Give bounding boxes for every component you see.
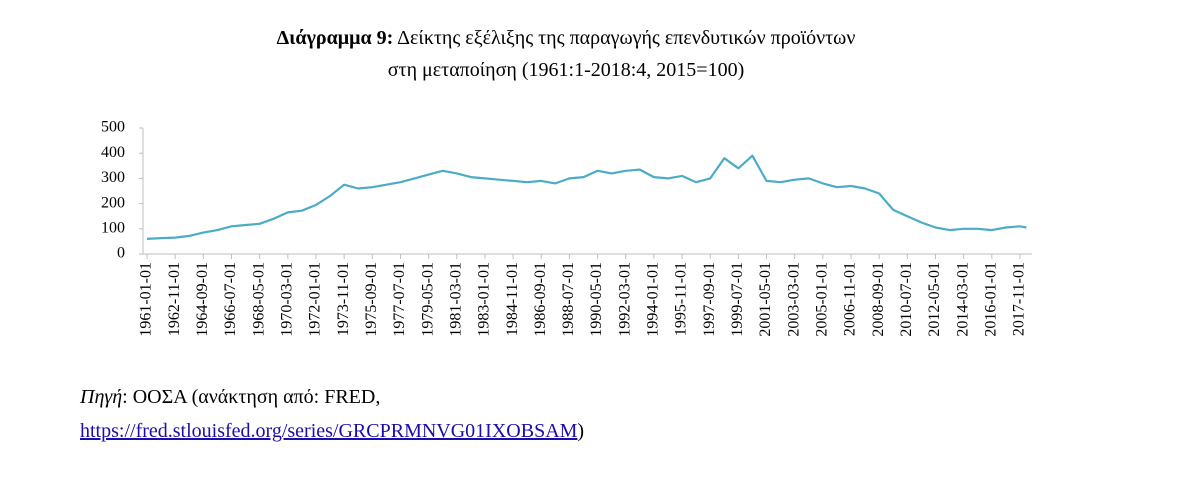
source-text: : ΟΟΣΑ (ανάκτηση από: FRED, (122, 386, 381, 408)
source-tail: ) (577, 420, 585, 442)
y-tick-label: 200 (101, 194, 125, 211)
x-tick-label: 1986-09-01 (532, 262, 549, 337)
x-tick-label: 1972-01-01 (307, 262, 324, 337)
x-tick-label: 2012-05-01 (926, 262, 943, 337)
title-line: στη μεταποίηση (1961:1-2018:4, 2015=100) (387, 59, 745, 81)
y-tick-label: 100 (101, 219, 125, 236)
source-label: Πηγή (80, 386, 123, 408)
x-tick-label: 2006-11-01 (842, 262, 859, 336)
x-tick-label: 2017-11-01 (1011, 262, 1028, 336)
chart-title: Διάγραμμα 9: Δείκτης εξέλιξης της παραγω… (0, 22, 1132, 86)
x-tick-label: 1977-07-01 (391, 262, 408, 337)
title-line: Δείκτης εξέλιξης της παραγωγής επενδυτικ… (397, 27, 856, 49)
source: Πηγή: ΟΟΣΑ (ανάκτηση από: FRED, https://… (80, 380, 584, 448)
x-tick-label: 1975-09-01 (363, 262, 380, 337)
x-tick-label: 1992-03-01 (616, 262, 633, 337)
x-tick-label: 2001-05-01 (757, 262, 774, 337)
data-line (146, 154, 1027, 240)
x-tick-label: 1997-09-01 (701, 262, 718, 337)
x-tick-label: 1999-07-01 (729, 262, 746, 337)
x-tick-label: 2014-03-01 (954, 262, 971, 337)
y-tick-label: 500 (101, 119, 125, 136)
y-tick-label: 0 (117, 245, 125, 262)
figure-label: Διάγραμμα 9: (276, 27, 394, 49)
x-tick-label: 1988-07-01 (560, 262, 577, 337)
x-tick-label: 1995-11-01 (673, 262, 690, 336)
x-tick-label: 2008-09-01 (870, 262, 887, 337)
x-tick-label: 1984-11-01 (504, 262, 521, 336)
x-tick-label: 1966-07-01 (222, 262, 239, 337)
x-tick-label: 1968-05-01 (250, 262, 267, 337)
x-tick-label: 1962-11-01 (166, 262, 183, 336)
x-tick-label: 1979-05-01 (419, 262, 436, 337)
x-tick-label: 2003-03-01 (785, 262, 802, 337)
source-link[interactable]: https://fred.stlouisfed.org/series/GRCPR… (80, 420, 578, 442)
x-tick-label: 1990-05-01 (588, 262, 605, 337)
x-tick-label: 2005-01-01 (814, 262, 831, 337)
x-tick-label: 2016-01-01 (982, 262, 999, 337)
x-tick-label: 1961-01-01 (138, 262, 155, 337)
x-tick-label: 1994-01-01 (645, 262, 662, 337)
x-tick-label: 1973-11-01 (335, 262, 352, 336)
y-tick-label: 400 (101, 144, 125, 161)
x-tick-label: 2010-07-01 (898, 262, 915, 337)
x-tick-label: 1983-01-01 (476, 262, 493, 337)
x-tick-label: 1970-03-01 (278, 262, 295, 337)
x-tick-label: 1981-03-01 (447, 262, 464, 337)
y-tick-label: 300 (101, 169, 125, 186)
x-tick-label: 1964-09-01 (194, 262, 211, 337)
